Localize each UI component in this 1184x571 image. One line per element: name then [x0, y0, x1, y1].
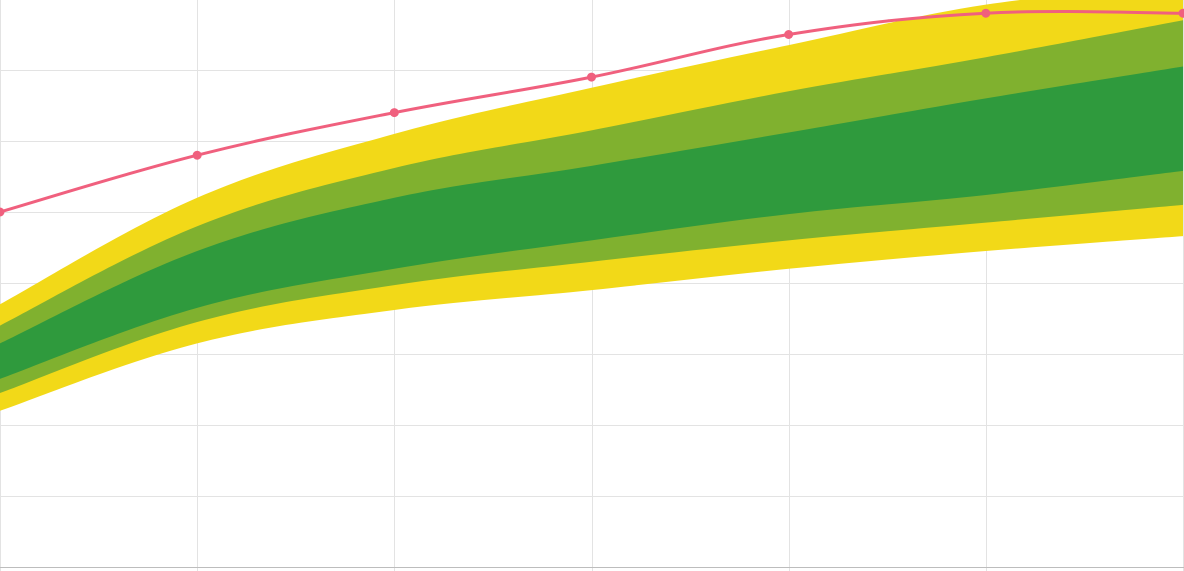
series-point[interactable] — [784, 30, 794, 39]
series-point[interactable] — [1178, 8, 1184, 18]
band-inner — [0, 66, 1183, 379]
series-point[interactable] — [0, 207, 5, 217]
series-point[interactable] — [587, 72, 596, 82]
series-point[interactable] — [389, 108, 399, 118]
series-points — [0, 8, 1184, 217]
percentile-bands — [0, 0, 1183, 411]
series-point[interactable] — [192, 150, 202, 160]
series-point[interactable] — [981, 8, 991, 18]
